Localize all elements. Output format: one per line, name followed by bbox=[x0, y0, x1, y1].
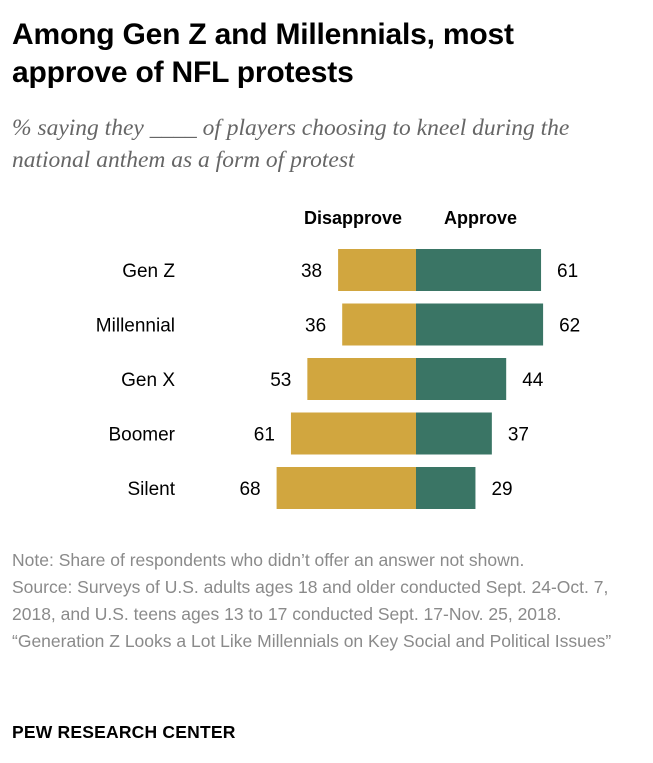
chart-title: Among Gen Z and Millennials, most approv… bbox=[12, 18, 514, 89]
value-label-disapprove: 53 bbox=[270, 370, 291, 391]
report-title: “Generation Z Looks a Lot Like Millennia… bbox=[12, 631, 612, 651]
value-label-approve: 44 bbox=[522, 370, 544, 391]
note-text: Note: Share of respondents who didn’t of… bbox=[12, 550, 525, 570]
value-label-approve: 37 bbox=[508, 425, 529, 446]
bar-disapprove bbox=[342, 303, 416, 346]
value-label-approve: 62 bbox=[559, 316, 580, 337]
legend-approve: Approve bbox=[444, 208, 517, 228]
category-label: Gen X bbox=[121, 370, 175, 391]
chart-subtitle: % saying they ____ of players choosing t… bbox=[12, 115, 570, 173]
value-label-approve: 61 bbox=[557, 261, 578, 282]
source-text: Source: Surveys of U.S. adults ages 18 a… bbox=[12, 577, 609, 624]
bar-disapprove bbox=[290, 412, 416, 455]
category-label: Boomer bbox=[108, 425, 175, 446]
bar-approve bbox=[416, 467, 476, 509]
value-label-disapprove: 36 bbox=[305, 316, 326, 337]
value-label-disapprove: 38 bbox=[301, 261, 322, 282]
bar-disapprove bbox=[276, 467, 416, 509]
chart-notes: Note: Share of respondents who didn’t of… bbox=[12, 547, 642, 655]
value-label-disapprove: 61 bbox=[254, 425, 275, 446]
bar-approve bbox=[416, 249, 542, 291]
brand-logo-text: PEW RESEARCH CENTER bbox=[12, 722, 236, 742]
value-label-approve: 29 bbox=[491, 479, 512, 500]
category-label: Silent bbox=[127, 479, 175, 500]
category-label: Millennial bbox=[96, 316, 175, 337]
bar-approve bbox=[416, 358, 507, 400]
legend-disapprove: Disapprove bbox=[304, 208, 402, 228]
bar-approve bbox=[416, 412, 492, 455]
bar-disapprove bbox=[307, 358, 416, 400]
value-label-disapprove: 68 bbox=[239, 479, 260, 500]
bar-approve bbox=[416, 303, 544, 346]
category-label: Gen Z bbox=[122, 261, 175, 282]
bar-disapprove bbox=[338, 249, 416, 291]
